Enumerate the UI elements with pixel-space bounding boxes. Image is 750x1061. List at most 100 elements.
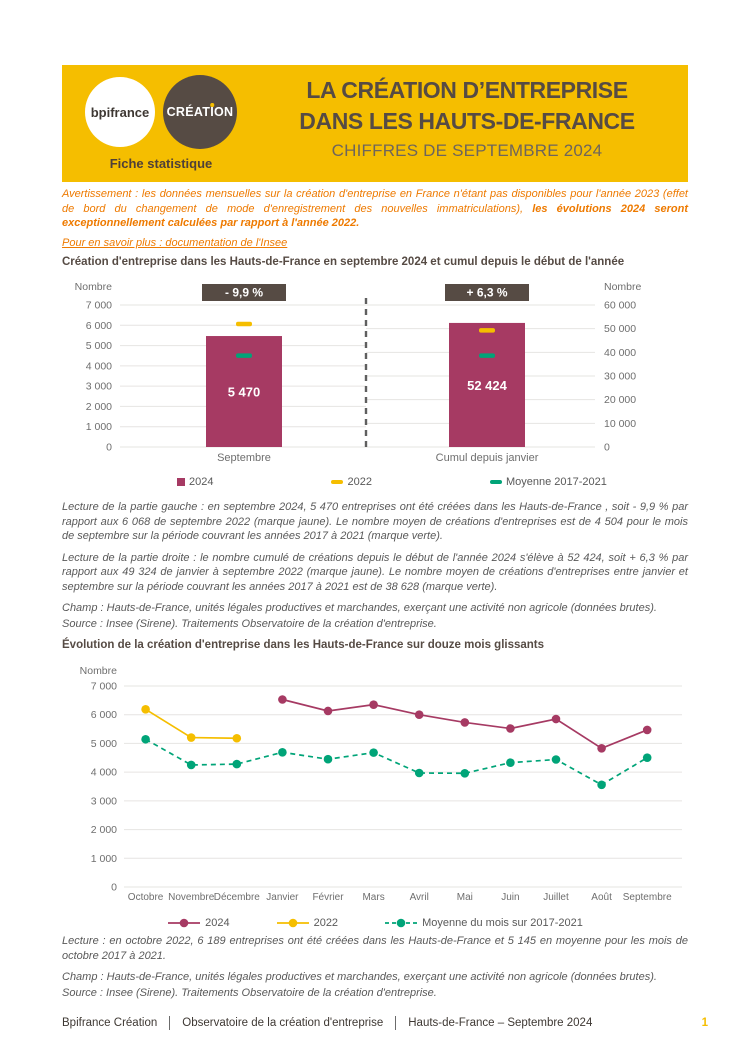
legend-dash-marker — [489, 480, 502, 484]
page-number: 1 — [701, 1017, 708, 1029]
legend-label: Moyenne 2017-2021 — [505, 476, 607, 488]
svg-text:4 000: 4 000 — [86, 360, 112, 372]
data-point — [551, 714, 561, 724]
svg-text:30 000: 30 000 — [604, 371, 636, 383]
svg-text:- 9,9 %: - 9,9 % — [225, 286, 263, 300]
source-note-2: Source : Insee (Sirene). Traitements Obs… — [62, 986, 437, 999]
legend-item: 2024 — [167, 917, 230, 929]
page-title-line1: LA CRÉATION D’ENTREPRISE — [306, 77, 628, 103]
legend-label: Moyenne du mois sur 2017-2021 — [422, 917, 583, 929]
footer-observatory: Observatoire de la création d'entreprise — [182, 1017, 384, 1029]
svg-text:5 000: 5 000 — [91, 738, 117, 750]
bar-chart-legend: 2024 2022 Moyenne 2017-2021 — [62, 476, 688, 488]
svg-text:3 000: 3 000 — [86, 381, 112, 393]
svg-text:Nombre: Nombre — [80, 666, 118, 677]
data-point — [186, 760, 196, 770]
x-month-label: Mai — [457, 892, 473, 903]
x-month-label: Décembre — [214, 892, 261, 903]
data-point — [506, 724, 515, 733]
data-point — [506, 758, 515, 767]
header-titles: LA CRÉATION D’ENTREPRISE DANS LES HAUTS-… — [262, 75, 672, 161]
bar-value-label: 5 470 — [228, 385, 261, 400]
bar-chart-svg: 0 1 000 2 000 3 000 4 000 5 000 6 000 7 000 0 10 … — [75, 281, 642, 464]
line-chart-legend: 2024 2022 Moyenne du mois sur 2017-2021 — [62, 917, 688, 929]
svg-text:2 000: 2 000 — [86, 401, 112, 413]
data-point — [597, 744, 606, 753]
data-point — [414, 768, 424, 778]
svg-text:3 000: 3 000 — [91, 795, 117, 807]
svg-text:10 000: 10 000 — [604, 418, 636, 430]
footer-brand: Bpifrance Création — [62, 1017, 158, 1029]
mark-avg-2017-2021 — [479, 353, 495, 358]
champ-note: Champ : Hauts-de-France, unités légales … — [62, 602, 657, 614]
data-point — [597, 780, 606, 790]
svg-text:20 000: 20 000 — [604, 394, 636, 406]
data-point — [232, 733, 242, 743]
svg-text:Nombre: Nombre — [604, 281, 642, 293]
bar-chart: 0 1 000 2 000 3 000 4 000 5 000 6 000 7 000 0 10 … — [62, 280, 688, 488]
svg-text:0: 0 — [111, 882, 117, 894]
bar-value-label: 52 424 — [467, 378, 508, 393]
svg-text:0: 0 — [106, 442, 112, 454]
legend-label: 2024 — [189, 476, 214, 488]
creation-logo: CRÉATION — [163, 75, 237, 149]
data-point — [323, 706, 333, 716]
svg-text:6 000: 6 000 — [91, 709, 117, 721]
legend-item: Moyenne 2017-2021 — [489, 476, 607, 488]
legend-dash-marker — [331, 480, 344, 484]
mark-avg-2017-2021 — [236, 353, 252, 358]
legend-line-dot-marker — [385, 918, 418, 928]
data-point — [551, 755, 561, 764]
warning-text: Avertissement : les données mensuelles s… — [62, 187, 688, 231]
data-point — [369, 748, 378, 757]
footer-region-date: Hauts-de-France – Septembre 2024 — [408, 1017, 593, 1029]
svg-text:4 000: 4 000 — [91, 767, 117, 779]
bpifrance-logo: bpifrance — [85, 77, 155, 147]
legend-label: 2022 — [313, 917, 339, 929]
logo-block: bpifrance CRÉATION Fiche statistique — [76, 75, 246, 171]
creation-logo-idot: I — [210, 105, 215, 119]
svg-text:+ 6,3 %: + 6,3 % — [466, 286, 507, 300]
x-month-label: Juillet — [543, 892, 569, 903]
page-title-line2: DANS LES HAUTS-DE-FRANCE — [299, 108, 635, 134]
svg-text:Nombre: Nombre — [75, 281, 113, 293]
legend-label: 2022 — [347, 476, 372, 488]
mark-2022 — [236, 321, 252, 327]
evolution-badge — [202, 284, 286, 301]
svg-text:1 000: 1 000 — [86, 421, 112, 433]
data-point — [642, 753, 652, 762]
x-category-label: Septembre — [217, 452, 271, 464]
page-subtitle: CHIFFRES DE SEPTEMBRE 2024 — [331, 141, 603, 160]
footer: Bpifrance Création Observatoire de la cr… — [62, 1016, 708, 1030]
insee-documentation-link[interactable]: Pour en savoir plus : documentation de l… — [62, 237, 288, 249]
x-month-label: Août — [591, 892, 612, 903]
line-chart-svg: 0 1 000 2 000 3 000 4 000 5 000 6 000 7 000 Nomb… — [80, 665, 682, 903]
svg-text:60 000: 60 000 — [604, 300, 636, 312]
svg-text:1 000: 1 000 — [91, 853, 117, 865]
x-month-label: Mars — [362, 892, 384, 903]
legend-item: Moyenne du mois sur 2017-2021 — [384, 917, 583, 929]
data-point — [414, 710, 424, 720]
source-note: Source : Insee (Sirene). Traitements Obs… — [62, 617, 437, 630]
svg-text:7 000: 7 000 — [91, 681, 117, 693]
header-banner: bpifrance CRÉATION Fiche statistique LA … — [62, 65, 688, 182]
data-point — [460, 768, 470, 778]
svg-text:7 000: 7 000 — [86, 300, 112, 312]
warning-normal: Avertissement : les données mensuelles s… — [62, 188, 688, 215]
data-point — [278, 695, 287, 704]
svg-text:6 000: 6 000 — [86, 320, 112, 332]
legend-square-marker — [177, 478, 185, 486]
lecture-line-chart: Lecture : en octobre 2022, 6 189 entrepr… — [62, 935, 688, 962]
tagline: Fiche statistique — [109, 156, 213, 171]
x-month-label: Avril — [410, 892, 429, 903]
data-point — [369, 700, 378, 709]
legend-item: 2024 — [177, 476, 213, 488]
x-month-label: Septembre — [623, 892, 672, 903]
svg-text:5 000: 5 000 — [86, 340, 112, 352]
data-point — [460, 718, 470, 727]
data-point — [278, 748, 287, 757]
x-month-label: Octobre — [128, 892, 164, 903]
creation-logo-text: CRÉAT — [166, 105, 211, 119]
section2-title: Évolution de la création d'entreprise da… — [62, 639, 545, 651]
